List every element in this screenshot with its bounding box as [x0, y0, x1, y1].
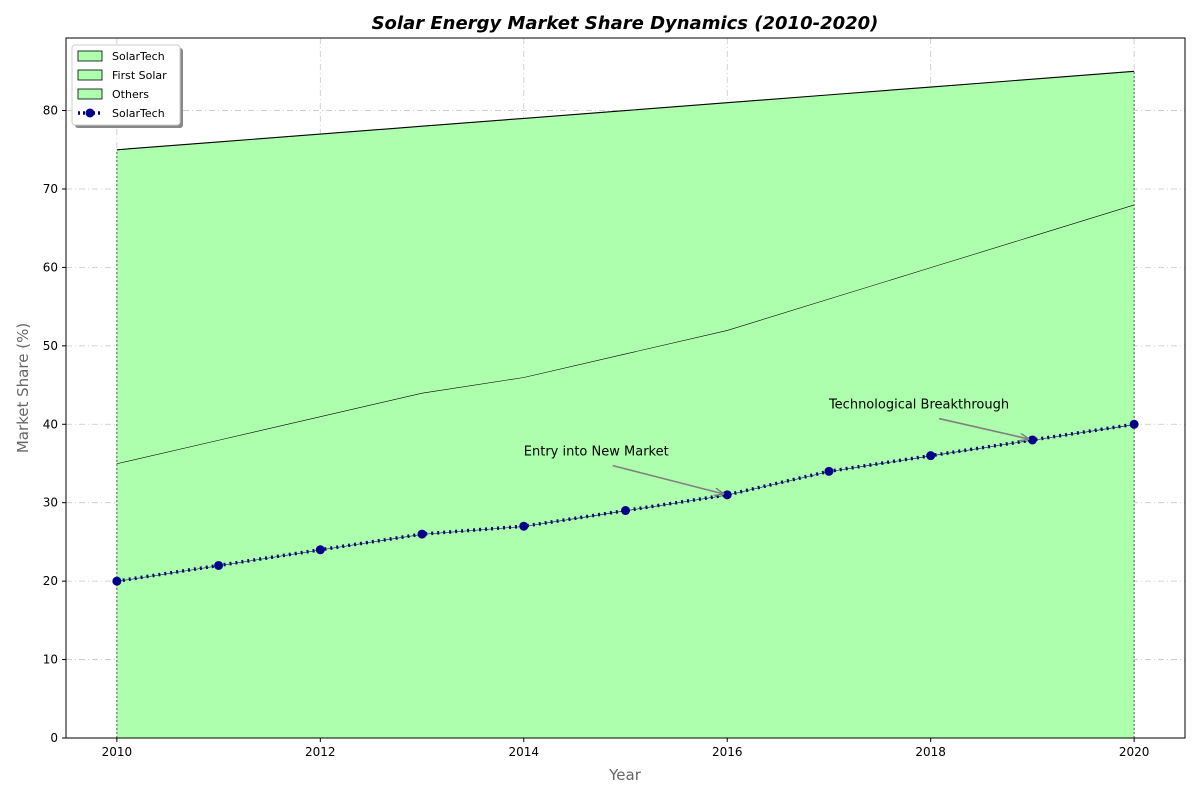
y-tick-label: 80: [43, 104, 58, 118]
x-axis: 2010 2012 2014 2016 2018 2020: [102, 738, 1150, 759]
solartech-point: [621, 506, 630, 516]
legend: SolarTech First Solar Others SolarTech: [71, 44, 183, 128]
line-layer: [112, 419, 1139, 586]
solartech-point: [417, 529, 427, 539]
annotation-arrow: [612, 464, 724, 494]
legend-label: Others: [112, 88, 149, 101]
x-tick-label: 2016: [712, 745, 743, 759]
x-tick-label: 2014: [508, 745, 539, 759]
annotation-arrow: [938, 417, 1028, 439]
x-tick-label: 2012: [305, 745, 336, 759]
solartech-point: [214, 560, 224, 570]
y-axis-label: Market Share (%): [14, 323, 32, 453]
solartech-point: [1129, 419, 1139, 429]
legend-swatch: [77, 50, 103, 62]
y-tick-label: 50: [43, 339, 58, 353]
solartech-point: [722, 490, 732, 500]
area-solartech: [116, 424, 1135, 738]
solartech-point: [112, 576, 122, 586]
legend-marker: [85, 108, 95, 118]
annotation-text: Entry into New Market: [524, 445, 669, 460]
area-layer: [116, 70, 1135, 738]
legend-swatch: [77, 88, 103, 100]
y-tick-label: 30: [43, 496, 58, 510]
y-tick-label: 0: [50, 731, 58, 745]
legend-box: [71, 44, 181, 126]
x-axis-label: Year: [608, 766, 642, 784]
legend-label: First Solar: [112, 69, 167, 82]
x-tick-label: 2010: [102, 745, 133, 759]
area-edge-others: [116, 70, 1135, 151]
solartech-point: [315, 545, 325, 555]
legend-label: SolarTech: [112, 107, 165, 120]
legend-swatch: [77, 69, 103, 81]
solartech-point: [519, 521, 529, 531]
x-tick-label: 2020: [1119, 745, 1150, 759]
area-first-solar: [116, 204, 1135, 582]
y-tick-label: 60: [43, 260, 58, 274]
solartech-point: [926, 451, 936, 461]
y-axis: 0 10 20 30 40 50 60 70 80: [43, 104, 66, 745]
plot-frame: [65, 37, 1186, 739]
annotations: Entry into New Market Technological Break…: [524, 398, 1029, 494]
solartech-point: [1027, 435, 1037, 445]
area-others: [116, 71, 1135, 464]
solartech-line: [116, 422, 1135, 583]
y-tick-label: 20: [43, 574, 58, 588]
annotation-text: Technological Breakthrough: [828, 398, 1009, 413]
legend-label: SolarTech: [112, 50, 165, 63]
chart-title: Solar Energy Market Share Dynamics (2010…: [372, 13, 879, 34]
y-tick-label: 40: [43, 417, 58, 431]
solartech-point: [824, 466, 834, 476]
x-tick-label: 2018: [915, 745, 946, 759]
y-tick-label: 70: [43, 182, 58, 196]
y-tick-label: 10: [43, 653, 58, 667]
